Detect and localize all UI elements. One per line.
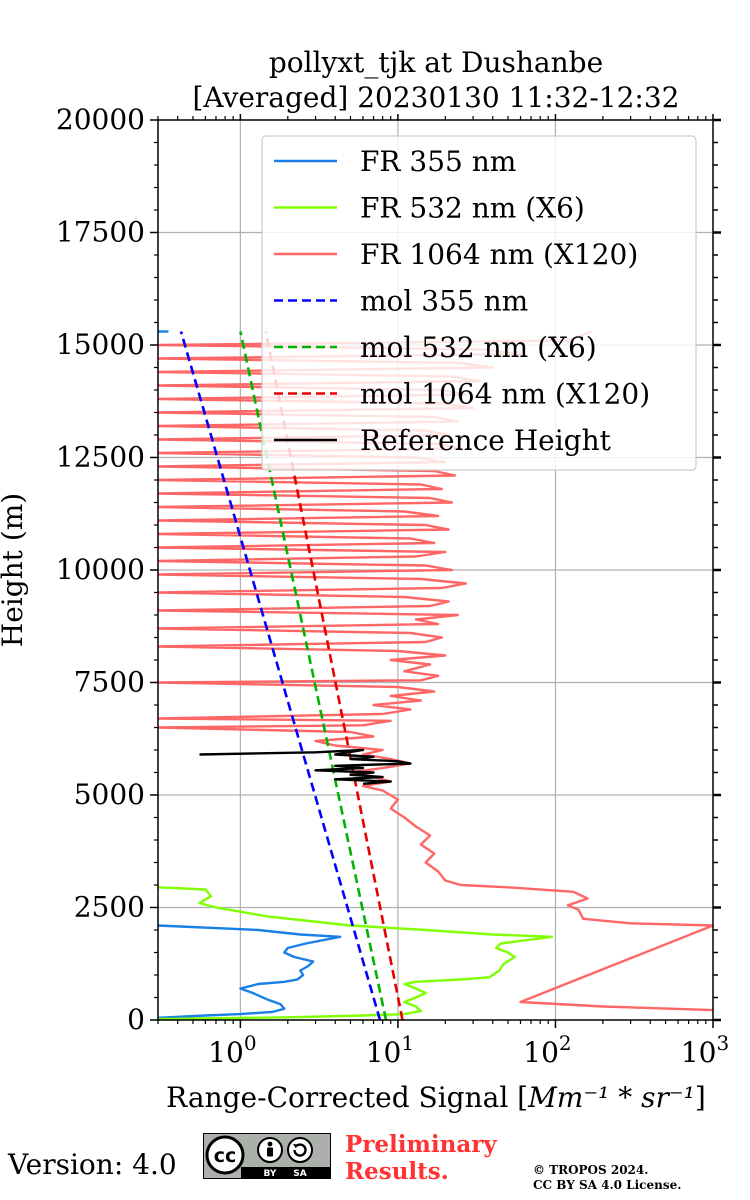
y-tick-label: 7500 (74, 666, 145, 699)
y-tick-label: 5000 (74, 778, 145, 811)
preliminary-notice: Preliminary Results. (345, 1131, 497, 1185)
series-mol1064-line (264, 331, 404, 1020)
x-axis-label-close: ] (695, 1081, 706, 1114)
cc-sa-label: SA (293, 1169, 306, 1179)
series-fr532-line (158, 886, 554, 1020)
y-tick-label: 17500 (56, 216, 145, 249)
chart-subtitle: [Averaged] 20230130 11:32-12:32 (193, 81, 680, 114)
legend-label: FR 355 nm (360, 145, 516, 178)
preliminary-line-2: Results. (345, 1158, 449, 1185)
copyright-notice: © TROPOS 2024. CC BY SA 4.0 License. (533, 1163, 681, 1193)
series-ref-line (199, 748, 412, 785)
chart-title: pollyxt_tjk at Dushanbe (269, 46, 603, 79)
y-tick-label: 10000 (56, 553, 145, 586)
legend: FR 355 nm FR 532 nm (X6) FR 1064 nm (X120)… (261, 135, 697, 471)
y-tick-label: 0 (127, 1003, 145, 1036)
preliminary-line-1: Preliminary (345, 1131, 497, 1158)
series-fr355-line (158, 924, 342, 1019)
series-mol532-line (239, 331, 388, 1020)
legend-label: FR 532 nm (X6) (360, 192, 585, 225)
copyright-line-2: CC BY SA 4.0 License. (533, 1178, 682, 1192)
x-axis-label: Range-Corrected Signal [Mm⁻¹ * sr⁻¹] (166, 1081, 706, 1114)
y-tick-label: 20000 (56, 103, 145, 136)
copyright-line-1: © TROPOS 2024. (533, 1163, 649, 1177)
y-axis-label: Height (m) (0, 493, 29, 647)
legend-label: mol 355 nm (360, 285, 528, 318)
legend-label: Reference Height (360, 424, 612, 457)
y-tick-label: 2500 (74, 891, 145, 924)
cc-glyph: cc (214, 1145, 237, 1167)
legend-label: mol 1064 nm (X120) (360, 378, 650, 411)
x-tick-label: 102 (523, 1031, 571, 1069)
legend-label: FR 1064 nm (X120) (360, 238, 638, 271)
y-tick-label: 15000 (56, 328, 145, 361)
x-tick-label: 103 (681, 1031, 729, 1069)
lidar-profile-chart: pollyxt_tjk at Dushanbe [Averaged] 20230… (0, 46, 729, 1114)
x-tick-label: 100 (208, 1031, 256, 1069)
cc-by-label: BY (264, 1169, 277, 1179)
x-axis-label-unit: Mm⁻¹ * sr⁻¹ (527, 1081, 695, 1114)
x-tick-label: 101 (366, 1031, 414, 1069)
x-axis-label-text: Range-Corrected Signal [ (166, 1081, 528, 1114)
legend-label: mol 532 nm (X6) (360, 331, 597, 364)
y-tick-label: 12500 (56, 441, 145, 474)
cc-by-sa-logo: cc BY SA (203, 1133, 331, 1179)
series-mol355-line (179, 331, 382, 1020)
ticks: 0 2500 5000 7500 10000 12500 15000 17500 20000 10… (56, 103, 729, 1069)
version-label: Version: 4.0 (8, 1148, 177, 1181)
legend-box (261, 135, 697, 471)
